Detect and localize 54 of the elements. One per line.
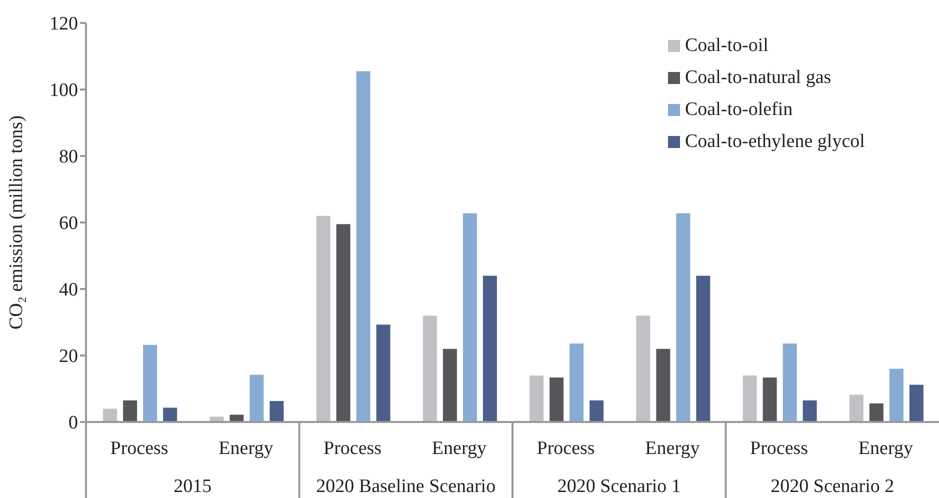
y-tick-label: 40 — [59, 280, 78, 301]
bar — [802, 400, 817, 422]
text: 2020 Scenario 2 — [770, 476, 894, 497]
x-tick-label: Process — [536, 438, 595, 459]
x-tick-label: Energy — [858, 438, 914, 459]
bar — [316, 216, 330, 422]
legend-label: Coal-to-oil — [685, 35, 768, 57]
bar — [103, 408, 118, 422]
legend-label: Coal-to-olefin — [685, 99, 793, 121]
x-tick-label: Process — [750, 438, 808, 459]
y-tick-label: 120 — [50, 14, 78, 35]
x-tick-label: Energy — [645, 438, 700, 459]
bar — [782, 344, 797, 422]
y-axis-title: CO₂ emission (million tons) — [6, 115, 27, 330]
x-tick-label: Energy — [218, 438, 274, 459]
bar — [762, 377, 777, 422]
bar — [250, 374, 264, 422]
bar — [482, 276, 497, 422]
bar — [570, 344, 584, 422]
bar — [909, 384, 924, 422]
bar — [530, 375, 544, 422]
bar — [143, 344, 158, 422]
bar — [356, 71, 370, 422]
bar — [163, 408, 178, 422]
text: 2015 — [174, 476, 212, 497]
bar — [270, 401, 284, 422]
bar — [376, 324, 390, 422]
bar — [889, 368, 904, 422]
bar — [422, 316, 437, 422]
y-tick-label: 80 — [59, 146, 78, 168]
x-tick-label: Process — [324, 438, 382, 459]
y-tick-label: 100 — [50, 80, 78, 102]
y-tick-label: 0 — [68, 412, 78, 434]
bar — [336, 224, 350, 422]
bar — [590, 400, 604, 422]
x-tick-label: Process — [110, 438, 168, 459]
legend-label: Coal-to-ethylene glycol — [685, 131, 865, 153]
legend-label: Coal-to-natural gas — [685, 67, 832, 89]
bar — [636, 316, 650, 422]
text: 2020 Scenario 1 — [557, 476, 681, 497]
bar — [869, 403, 884, 422]
bar — [676, 213, 690, 422]
x-tick-label: Energy — [432, 438, 487, 459]
y-tick-label: 60 — [59, 213, 78, 234]
bar — [742, 375, 757, 422]
bar — [849, 394, 864, 422]
text: 2020 Baseline Scenario — [316, 476, 496, 497]
y-tick-label: 20 — [59, 346, 78, 368]
bar — [462, 213, 477, 422]
bar — [656, 348, 670, 422]
bar — [550, 377, 564, 422]
bar — [696, 276, 710, 422]
bar — [123, 400, 138, 422]
bar — [442, 348, 457, 422]
